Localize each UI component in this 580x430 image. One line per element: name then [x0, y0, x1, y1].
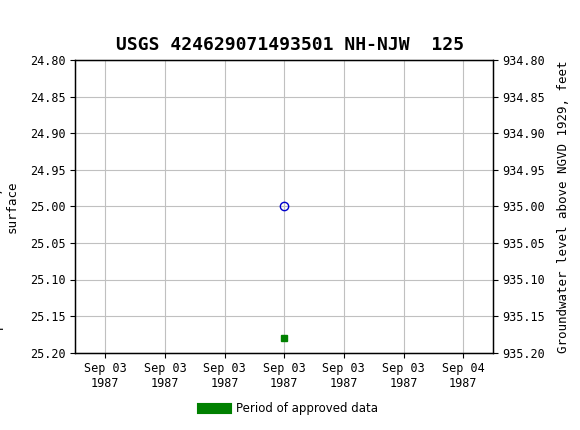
- Legend: Period of approved data: Period of approved data: [198, 397, 382, 420]
- Text: ≈USGS: ≈USGS: [3, 11, 74, 34]
- Text: USGS 424629071493501 NH-NJW  125: USGS 424629071493501 NH-NJW 125: [116, 36, 464, 54]
- Y-axis label: Depth to water level, feet below land
surface: Depth to water level, feet below land su…: [0, 68, 19, 345]
- Y-axis label: Groundwater level above NGVD 1929, feet: Groundwater level above NGVD 1929, feet: [557, 60, 570, 353]
